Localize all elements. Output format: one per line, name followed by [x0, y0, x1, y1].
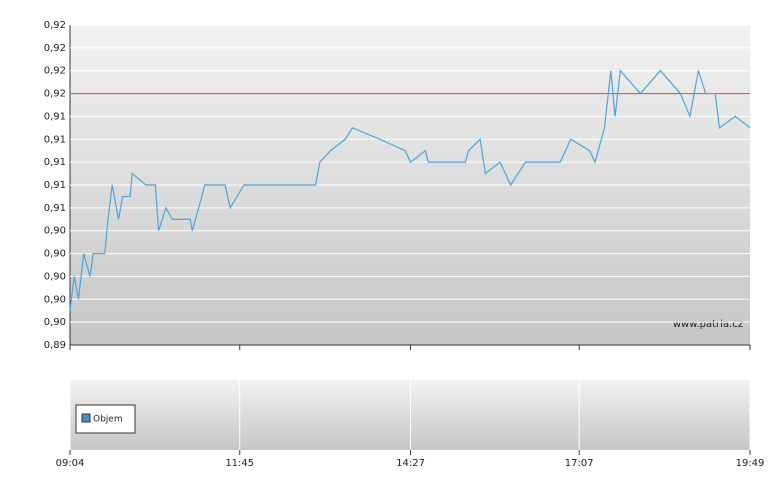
- y-tick-label: 0,90: [44, 294, 66, 305]
- x-tick-label: 19:49: [736, 458, 765, 469]
- y-tick-label: 0,92: [44, 89, 66, 100]
- y-tick-label: 0,90: [44, 271, 66, 282]
- price-line: [69, 69, 751, 311]
- y-tick-label: 0,91: [44, 157, 66, 168]
- legend-label: Objem: [93, 415, 123, 425]
- y-tick-label: 0,90: [44, 249, 66, 260]
- y-tick-label: 0,92: [44, 66, 66, 77]
- volume-area: [70, 380, 750, 450]
- y-tick-label: 0,89: [44, 340, 66, 351]
- legend-swatch: [81, 413, 91, 423]
- x-tick-label: 11:45: [225, 458, 254, 469]
- y-tick-label: 0,91: [44, 180, 66, 191]
- y-tick-label: 0,90: [44, 317, 66, 328]
- y-tick-label: 0,92: [44, 20, 66, 31]
- x-tick-label: 09:04: [56, 458, 85, 469]
- y-tick-label: 0,91: [44, 134, 66, 145]
- y-tick-label: 0,91: [44, 111, 66, 122]
- watermark: www.patria.cz: [673, 319, 743, 330]
- x-tick-label: 14:27: [396, 458, 425, 469]
- y-tick-label: 0,91: [44, 203, 66, 214]
- y-tick-label: 0,92: [44, 43, 66, 54]
- x-tick-label: 17:07: [565, 458, 594, 469]
- y-tick-label: 0,90: [44, 226, 66, 237]
